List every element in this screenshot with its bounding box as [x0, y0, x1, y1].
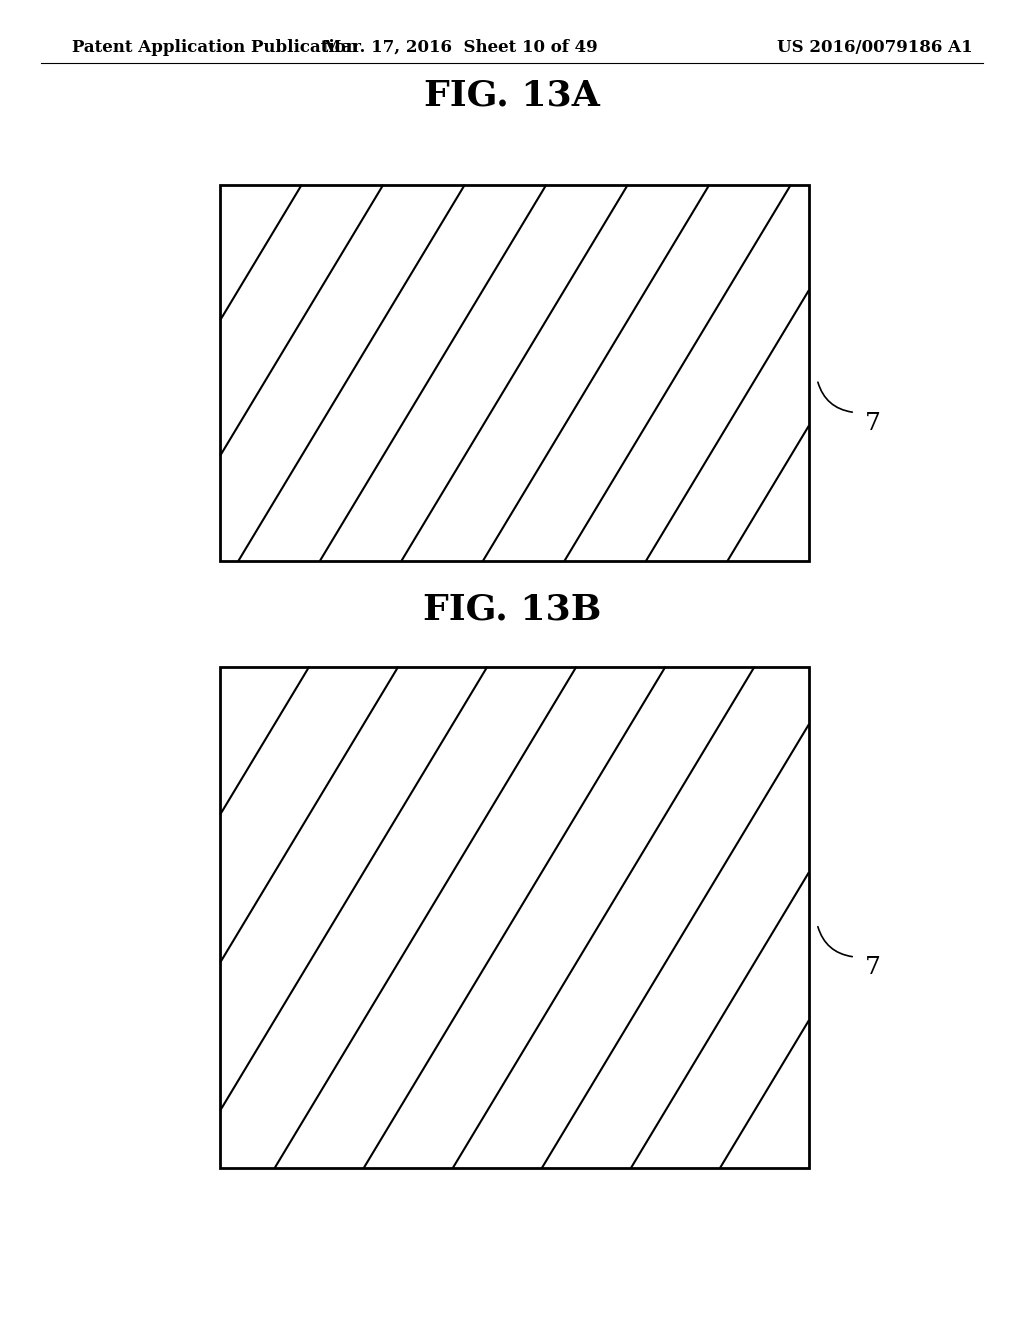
- Text: US 2016/0079186 A1: US 2016/0079186 A1: [777, 40, 973, 55]
- Bar: [220, 185, 809, 561]
- Text: Patent Application Publication: Patent Application Publication: [72, 40, 357, 55]
- Text: Mar. 17, 2016  Sheet 10 of 49: Mar. 17, 2016 Sheet 10 of 49: [324, 40, 598, 55]
- Text: 7: 7: [865, 956, 882, 979]
- Bar: [220, 667, 809, 1168]
- Bar: [220, 185, 809, 561]
- Bar: [220, 667, 809, 1168]
- Text: FIG. 13A: FIG. 13A: [424, 78, 600, 112]
- Text: FIG. 13B: FIG. 13B: [423, 593, 601, 627]
- Text: 7: 7: [865, 412, 882, 434]
